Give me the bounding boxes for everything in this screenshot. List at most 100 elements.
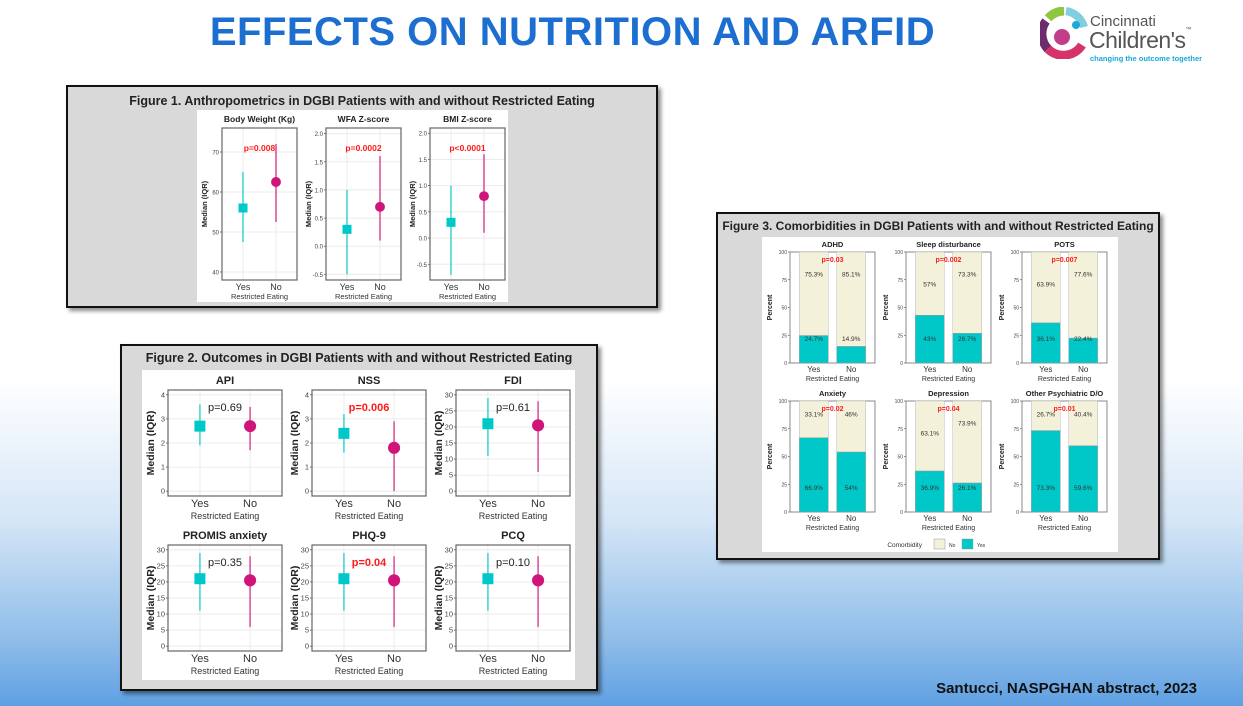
data-label-yes: 14.9% — [842, 336, 861, 343]
y-tick-label: 0.0 — [419, 237, 428, 243]
panel-title: WFA Z-score — [338, 114, 390, 124]
panel-adhd: ADHD 0 25 50 75 100 75.3% 24.7% Yes 85.1% 14.9% No p… — [767, 240, 876, 383]
y-tick-label: 5 — [449, 626, 453, 635]
p-value-label: p=0.35 — [208, 557, 242, 569]
legend-label-yes: Yes — [977, 543, 986, 549]
panel-title: Other Psychiatric D/O — [1026, 389, 1104, 398]
panel-other-psychiatric-d-o: Other Psychiatric D/O 0 25 50 75 100 26.7% 73.3… — [999, 389, 1108, 532]
y-tick-label: 25 — [781, 333, 787, 339]
y-tick-label: 0.5 — [315, 217, 324, 223]
y-tick-label: 0 — [900, 510, 903, 516]
y-tick-label: 25 — [157, 561, 165, 570]
y-tick-label: 3 — [305, 414, 309, 423]
median-marker-yes — [338, 573, 350, 585]
x-axis-label: Restricted Eating — [1038, 376, 1091, 383]
x-category-label: No — [243, 498, 257, 510]
panel-title: BMI Z-score — [443, 114, 492, 124]
x-category-label: Yes — [335, 653, 353, 665]
figure-2-title: Figure 2. Outcomes in DGBI Patients with… — [145, 351, 573, 365]
bar-segment-yes — [1068, 445, 1098, 513]
y-axis-label: Median (IQR) — [289, 411, 301, 476]
bar-segment-no — [952, 400, 982, 484]
y-tick-label: 0.5 — [419, 210, 428, 216]
y-tick-label: 100 — [779, 250, 788, 256]
x-category-label: Yes — [1039, 514, 1052, 523]
panel-title: FDI — [504, 375, 522, 387]
median-marker-yes — [342, 224, 352, 234]
data-label-yes: 59.6% — [1074, 485, 1093, 492]
x-axis-label: Restricted Eating — [191, 511, 260, 521]
y-tick-label: 1.5 — [419, 158, 428, 164]
y-tick-label: 0 — [305, 642, 309, 651]
plot-frame — [311, 544, 427, 652]
data-label-no: 26.7% — [1037, 412, 1056, 419]
x-category-label: Yes — [923, 365, 936, 374]
panel-title: PCQ — [501, 530, 525, 542]
median-marker-no — [244, 420, 257, 433]
data-label-yes: 22.4% — [1074, 336, 1093, 343]
y-tick-label: 30 — [157, 545, 165, 554]
p-value-label: p=0.007 — [1052, 257, 1078, 264]
x-axis-label: Restricted Eating — [922, 525, 975, 532]
panel-title: API — [216, 375, 234, 387]
median-marker-no — [479, 191, 489, 202]
data-label-yes: 36.1% — [1037, 336, 1056, 343]
x-category-label: Yes — [191, 498, 209, 510]
y-tick-label: 75 — [897, 278, 903, 284]
y-tick-label: 0 — [449, 642, 453, 651]
plot-frame — [455, 389, 571, 497]
x-category-label: Yes — [444, 282, 459, 292]
data-label-no: 57% — [923, 281, 936, 288]
y-tick-label: 0 — [305, 487, 309, 496]
y-axis-label: Median (IQR) — [433, 566, 445, 631]
p-value-label: p=0.04 — [938, 406, 960, 413]
y-tick-label: 75 — [897, 427, 903, 433]
x-axis-label: Restricted Eating — [335, 292, 392, 301]
logo-trademark: ™ — [1185, 27, 1192, 33]
y-tick-label: 5 — [449, 471, 453, 480]
x-category-label: No — [962, 514, 973, 523]
x-category-label: No — [1078, 365, 1089, 374]
panel-sleep-disturbance: Sleep disturbance 0 25 50 75 100 57% 43% Yes 73.3… — [883, 240, 992, 383]
y-tick-label: 1.0 — [315, 188, 324, 194]
x-axis-label: Restricted Eating — [806, 525, 859, 532]
legend-title: Comorbidity — [887, 542, 922, 549]
y-axis-label: Median (IQR) — [289, 566, 301, 631]
panel-anxiety: Anxiety 0 25 50 75 100 33.1% 66.9% Yes 46% 54% No p=… — [767, 389, 876, 532]
figure-1-panel: Figure 1. Anthropometrics in DGBI Patien… — [66, 85, 658, 308]
data-label-yes: 54% — [845, 485, 858, 492]
x-category-label: No — [387, 498, 401, 510]
x-axis-label: Restricted Eating — [231, 292, 288, 301]
y-tick-label: 50 — [1013, 455, 1019, 461]
panel-title: POTS — [1054, 240, 1074, 249]
slide-title: EFFECTS ON NUTRITION AND ARFID — [209, 10, 936, 54]
p-value-label: p=0.01 — [1054, 406, 1076, 413]
y-axis-label: Median (IQR) — [304, 180, 313, 227]
p-value-label: p=0.69 — [208, 402, 242, 414]
panel-wfa-z-score: WFA Z-score -0.5 0.0 0.5 1.0 1.5 2.0 p=0.0002 Ye… — [304, 114, 402, 301]
y-tick-label: 10 — [445, 455, 453, 464]
bar-segment-yes — [836, 346, 866, 364]
p-value-label: p=0.006 — [349, 402, 390, 414]
logo-mark-icon — [1040, 7, 1088, 59]
y-tick-label: 0 — [784, 510, 787, 516]
x-category-label: No — [387, 653, 401, 665]
y-tick-label: 25 — [445, 561, 453, 570]
y-tick-label: 10 — [445, 610, 453, 619]
bar-segment-yes — [952, 333, 982, 364]
y-tick-label: 0 — [161, 487, 165, 496]
x-category-label: No — [846, 365, 857, 374]
median-marker-yes — [338, 427, 350, 439]
x-category-label: Yes — [1039, 365, 1052, 374]
x-axis-label: Restricted Eating — [439, 292, 496, 301]
panel-title: Body Weight (Kg) — [224, 114, 295, 124]
figure-2-plot-area: API 0 1 2 3 4 p=0.69 Yes No Restricted Eating Medi… — [142, 370, 575, 680]
y-tick-label: 15 — [157, 594, 165, 603]
bar-segment-no — [799, 251, 829, 336]
y-tick-label: 1.5 — [315, 160, 324, 166]
data-label-yes: 43% — [923, 336, 936, 343]
p-value-label: p=0.10 — [496, 557, 530, 569]
y-tick-label: 0 — [900, 361, 903, 367]
y-tick-label: 100 — [1011, 399, 1020, 405]
y-tick-label: 100 — [779, 399, 788, 405]
